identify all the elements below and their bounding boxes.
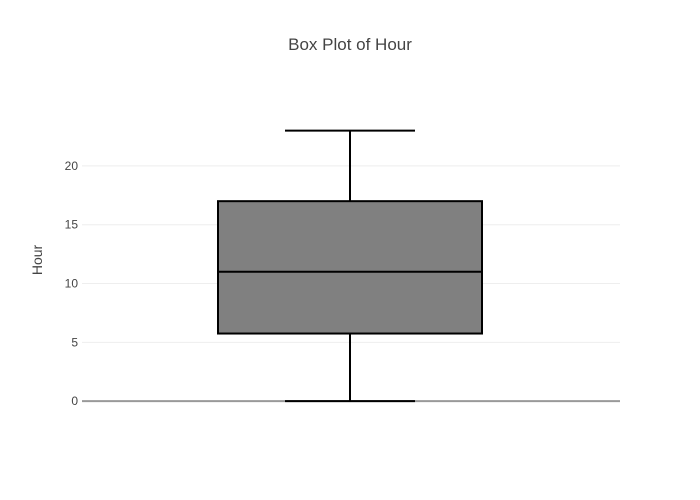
y-tick-label: 15 — [65, 218, 79, 232]
box-plot — [217, 129, 483, 403]
y-axis-ticks: 0 5 10 15 20 — [65, 159, 79, 408]
y-tick-label: 0 — [71, 394, 78, 408]
y-axis-label: Hour — [29, 244, 45, 275]
y-tick-label: 5 — [71, 335, 78, 349]
y-tick-label: 20 — [65, 159, 79, 173]
chart-title: Box Plot of Hour — [288, 35, 412, 54]
y-tick-label: 10 — [65, 277, 79, 291]
interquartile-box — [217, 200, 483, 335]
